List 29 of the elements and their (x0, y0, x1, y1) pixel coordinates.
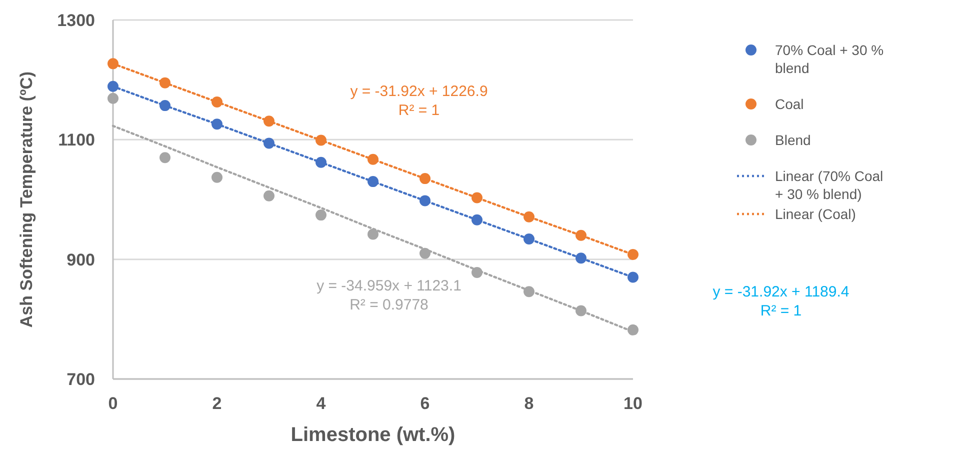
x-tick-label: 0 (108, 394, 118, 413)
y-tick-label: 900 (66, 250, 95, 270)
annotation: y = -31.92x + 1226.9 R² = 1 (350, 82, 488, 119)
legend-label: Linear (70% Coal + 30 % blend) (775, 168, 884, 202)
x-tick-label: 8 (524, 394, 534, 413)
legend-label: Coal (775, 96, 804, 112)
x-axis-title: Limestone (wt.%) (290, 424, 456, 446)
point (316, 210, 326, 221)
y-tick-label: 700 (66, 370, 95, 389)
point (264, 190, 274, 202)
legend-label: 70% Coal + 30 % blend (775, 42, 884, 76)
x-tick-label: 4 (316, 394, 326, 413)
legend-label: Blend (775, 132, 811, 148)
point (628, 249, 638, 260)
point (212, 172, 222, 183)
point (160, 152, 170, 164)
y-axis-title: Ash Softening Temperature (ºC) (17, 71, 36, 328)
legend-label: Linear (Coal) (775, 206, 856, 222)
x-tick-label: 6 (420, 394, 430, 413)
x-tick-label: 10 (624, 394, 642, 413)
x-tick-label: 2 (212, 394, 222, 413)
annotation: y = -34.959x + 1123.1 R² = 0.9778 (316, 277, 462, 314)
point (368, 228, 378, 240)
text: y = -31.92x + 1189.4 R² = 1 (712, 283, 850, 320)
y-tick-label: 1100 (58, 130, 95, 150)
y-tick-label: 1300 (57, 10, 95, 30)
point (108, 92, 118, 104)
point (628, 324, 638, 336)
point (628, 272, 638, 283)
